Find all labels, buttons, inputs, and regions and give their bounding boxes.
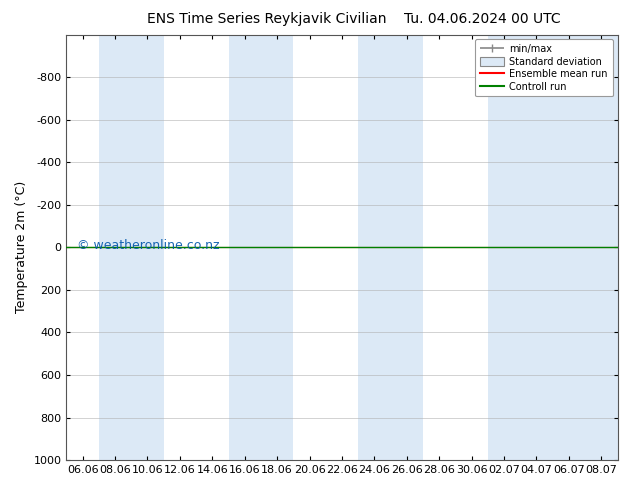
Bar — [228, 35, 294, 460]
Text: Tu. 04.06.2024 00 UTC: Tu. 04.06.2024 00 UTC — [403, 12, 560, 26]
Bar — [358, 35, 423, 460]
Y-axis label: Temperature 2m (°C): Temperature 2m (°C) — [15, 181, 28, 314]
Text: © weatheronline.co.nz: © weatheronline.co.nz — [77, 239, 220, 252]
Bar — [488, 35, 553, 460]
Legend: min/max, Standard deviation, Ensemble mean run, Controll run: min/max, Standard deviation, Ensemble me… — [476, 40, 612, 97]
Text: ENS Time Series Reykjavik Civilian: ENS Time Series Reykjavik Civilian — [146, 12, 386, 26]
Bar — [99, 35, 164, 460]
Bar — [553, 35, 618, 460]
